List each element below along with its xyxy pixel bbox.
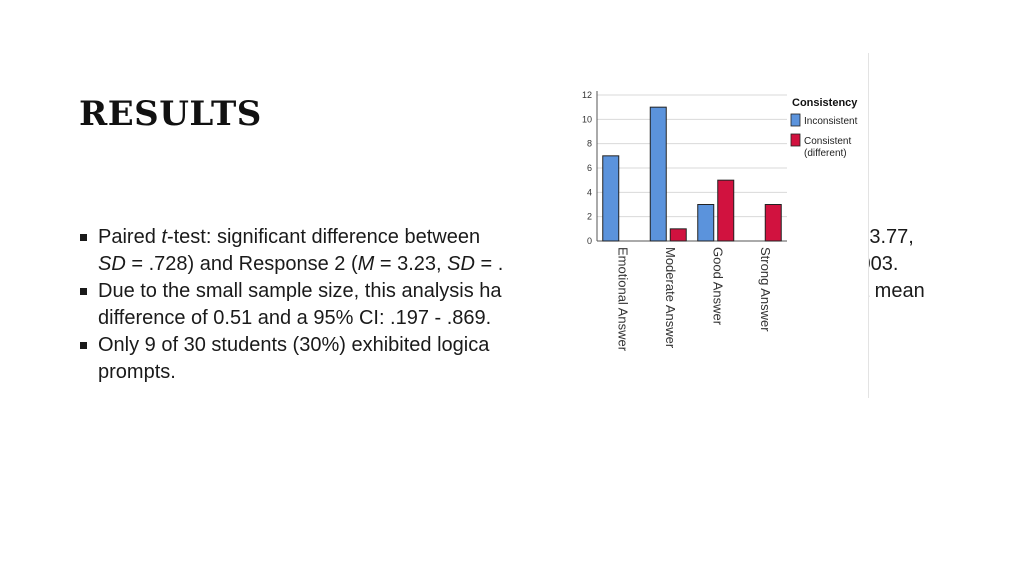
bullet-text-line2: difference of 0.51 and a 95% CI: .197 - …: [98, 307, 492, 329]
bullet-text-start: Due to the small sample size, this analy…: [98, 280, 502, 302]
bar: [717, 179, 735, 242]
y-tick-label: 10: [582, 114, 592, 124]
y-tick-label: 12: [582, 90, 592, 100]
bar: [764, 204, 782, 242]
bullet-text-line2: SD = .728) and Response 2 (M = 3.23, SD …: [98, 253, 504, 275]
bullet-text-right: a mean: [858, 280, 925, 302]
y-tick-label: 0: [587, 236, 592, 246]
legend-label: Inconsistent: [804, 116, 858, 127]
bar-chart: 0 2 4 6 8 10 12 Emotional Answer Moderate Answer…: [558, 53, 869, 398]
legend-label: (different): [804, 148, 847, 159]
x-tick-label: Emotional Answer: [615, 247, 630, 352]
slide-title: RESULTS: [79, 94, 262, 134]
bar: [669, 228, 687, 242]
legend-swatch: [790, 133, 801, 147]
bar: [697, 204, 715, 242]
bar: [602, 155, 620, 242]
x-tick-label: Moderate Answer: [663, 247, 678, 349]
bar: [649, 106, 667, 242]
bullet-text-start: Paired t-test: significant difference be…: [98, 226, 481, 248]
square-bullet-icon: [80, 234, 87, 241]
y-tick-label: 2: [587, 212, 592, 222]
y-tick-label: 4: [587, 187, 592, 197]
square-bullet-icon: [80, 288, 87, 295]
y-tick-label: 8: [587, 139, 592, 149]
bullet-text-line2: prompts.: [98, 361, 176, 383]
bullet-item: Due to the small sample size, this analy…: [78, 278, 958, 332]
x-tick-label: Strong Answer: [758, 247, 773, 332]
bar-chart-svg: 0 2 4 6 8 10 12 Emotional Answer Moderate Answer…: [582, 90, 858, 352]
y-tick-label: 6: [587, 163, 592, 173]
legend-swatch: [790, 113, 801, 127]
square-bullet-icon: [80, 342, 87, 349]
legend-label: Consistent: [804, 136, 851, 147]
legend-title: Consistency: [792, 97, 858, 109]
x-tick-label: Good Answer: [710, 247, 725, 326]
bullet-text-start: Only 9 of 30 students (30%) exhibited lo…: [98, 334, 490, 356]
bullet-item: Only 9 of 30 students (30%) exhibited lo…: [78, 332, 958, 386]
